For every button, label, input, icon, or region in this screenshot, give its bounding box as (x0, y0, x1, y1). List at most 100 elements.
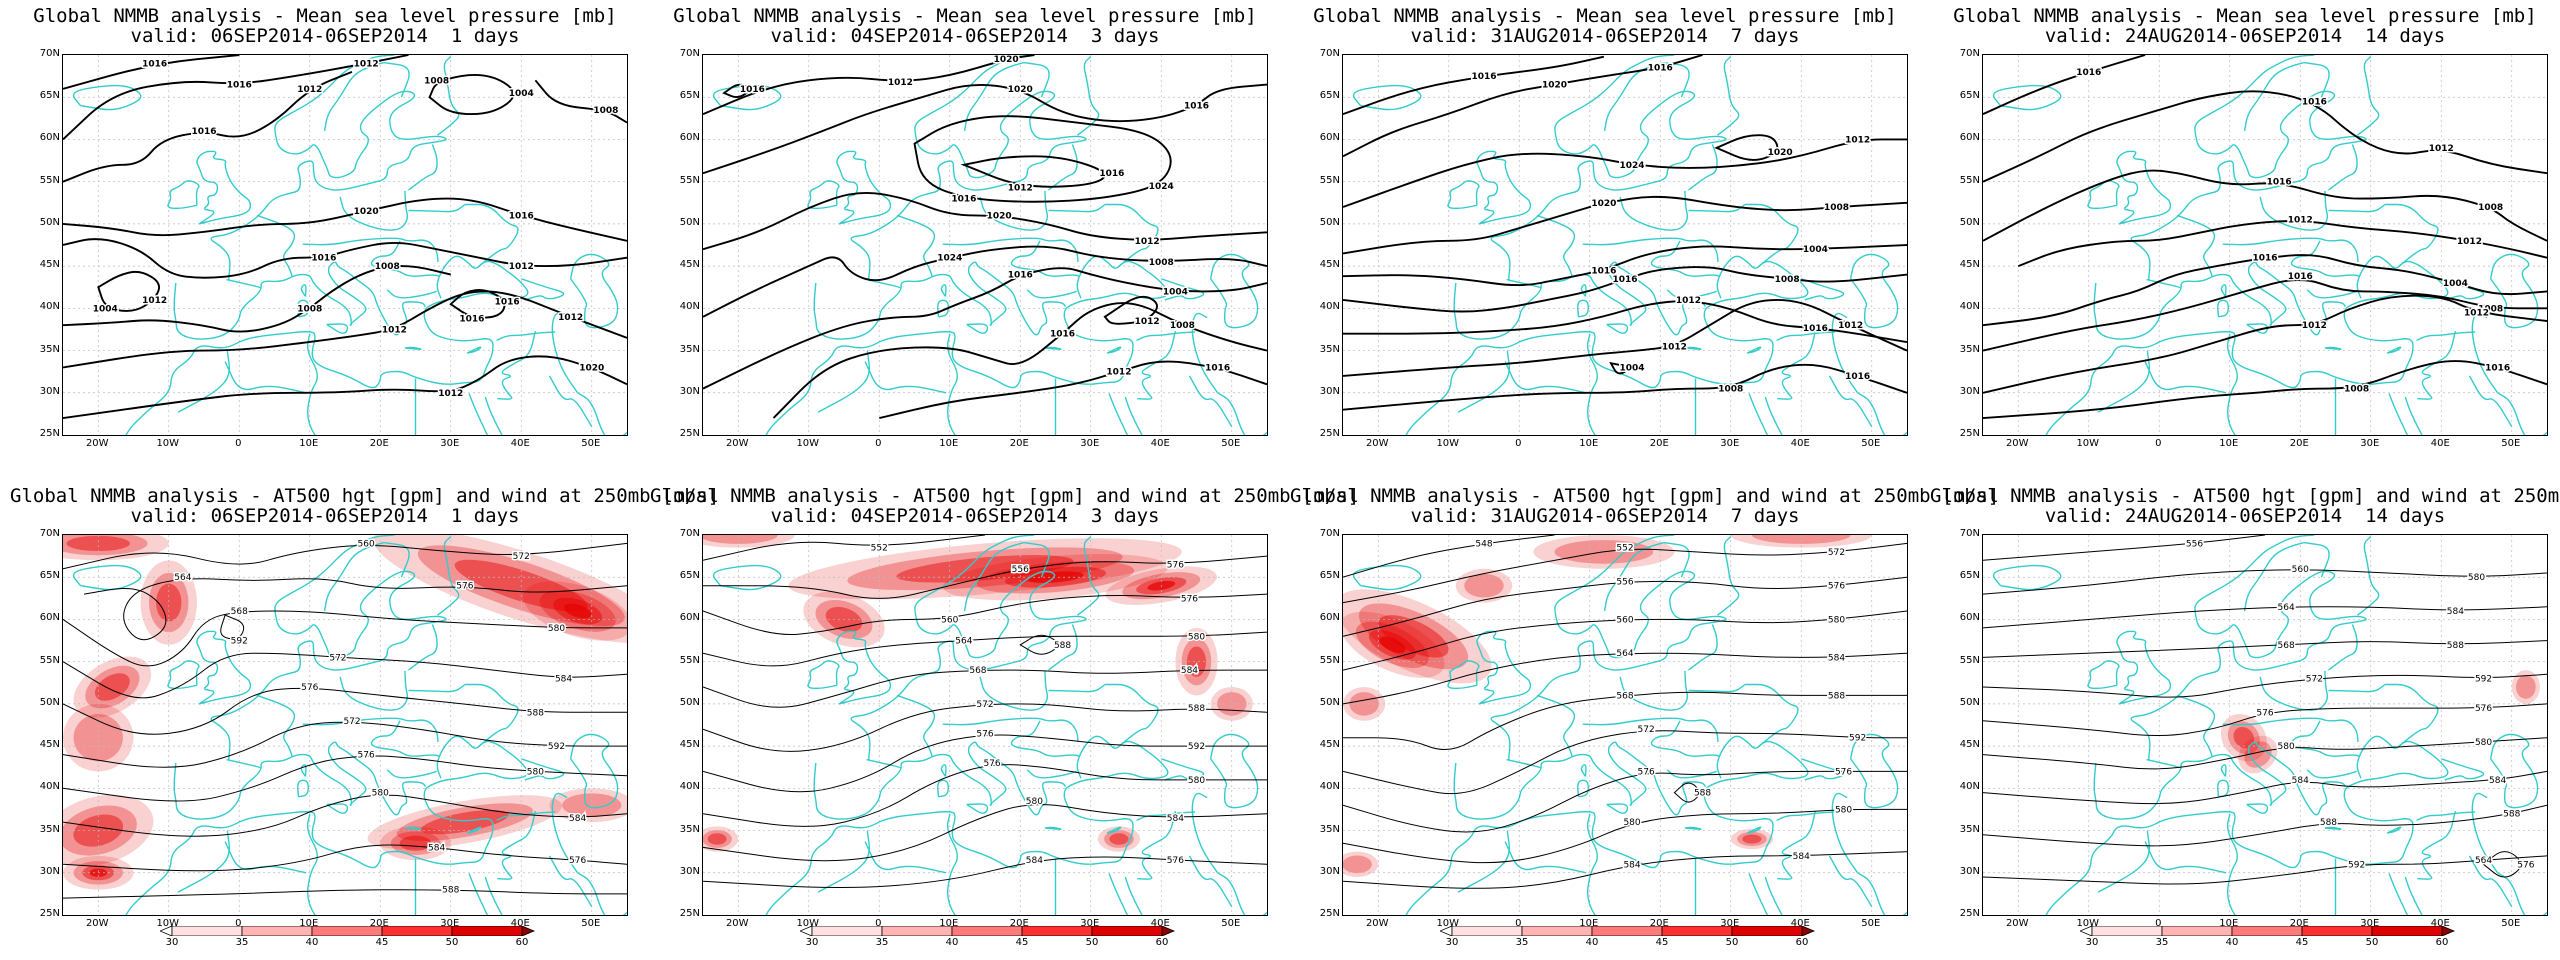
coastline (1104, 203, 1159, 267)
coastline (1776, 331, 1836, 342)
latitude-label: 35N (1319, 823, 1340, 835)
contour-label: 576 (301, 683, 318, 693)
wind-speed-shade (1751, 535, 1851, 544)
coastline (226, 758, 262, 769)
coastline (1688, 624, 1718, 671)
latitude-label: 25N (1959, 428, 1980, 439)
isobar-line (63, 355, 627, 420)
coastlines (1992, 535, 2547, 915)
longitude-label: 0 (235, 438, 242, 449)
isobar-line (2017, 220, 2547, 267)
coastline (2217, 299, 2230, 318)
coastline (408, 624, 438, 671)
coastline (2220, 284, 2227, 297)
longitude-label: 30E (2360, 918, 2380, 929)
contour-label: 1012 (2457, 237, 2482, 247)
contour-label: 568 (1616, 691, 1633, 701)
wind-speed-shade (1343, 851, 1379, 877)
contour-label: 1008 (593, 106, 618, 116)
coastline (408, 683, 466, 693)
coastline (2087, 180, 2120, 210)
height-contour-line (703, 555, 1267, 599)
coastline (2417, 810, 2457, 880)
coastline (2328, 683, 2386, 693)
coastline (306, 333, 318, 435)
isobar-line (63, 290, 627, 369)
contour-label: 564 (2278, 603, 2295, 613)
longitude-label: 0 (875, 918, 882, 929)
contour-label: 1016 (2288, 272, 2313, 282)
longitude-label: 10E (299, 918, 319, 929)
contour-label: 588 (527, 708, 544, 718)
colorbar-tick-label: 50 (2365, 937, 2379, 948)
coastline (817, 830, 870, 893)
height-contour-line (703, 703, 1267, 752)
contour-label: 1020 (987, 211, 1012, 221)
contour-label: 1016 (1591, 266, 1616, 276)
wind-speed-shade (703, 830, 732, 848)
wind-speed-colorbar (800, 926, 1176, 936)
latitude-label: 25N (1319, 908, 1340, 919)
contour-label: 1004 (2443, 279, 2468, 289)
latitude-label: 70N (1319, 528, 1340, 539)
latitude-label: 50N (39, 696, 60, 708)
map-svg: 548 552 556 560 564 568 572 576 580 584 588 572 576 5… (1343, 535, 1907, 915)
longitude-label: 10W (156, 918, 180, 929)
latitude-label: 65N (679, 570, 700, 582)
coastline (2116, 150, 2172, 225)
colorbar-tick-label: 60 (515, 937, 529, 948)
coastline (1108, 873, 1128, 915)
wind-speed-shade (63, 703, 134, 772)
coastline (1457, 830, 1510, 893)
wind-speed-shade (156, 583, 182, 622)
coastline (1536, 694, 1576, 757)
contour-label: 1024 (1620, 161, 1645, 171)
height-contour-line (703, 631, 1267, 667)
coastline (966, 803, 989, 814)
contour-label: 568 (969, 666, 986, 676)
coastline (496, 811, 556, 822)
longitude-label: 20E (1009, 438, 1029, 449)
coastline (577, 872, 627, 915)
contour-label: 1012 (1135, 237, 1160, 247)
coastline (979, 190, 1049, 231)
longitude-label: 30E (2360, 438, 2380, 449)
coastline (2226, 333, 2238, 435)
coastline (408, 144, 438, 191)
coastline (1504, 841, 1587, 874)
coastline (2130, 55, 2367, 280)
mslp-panel-1: Global NMMB analysis - Mean sea level pr… (10, 6, 640, 476)
contour-label: 576 (1828, 582, 1845, 592)
wind-speed-shade (2511, 670, 2540, 704)
isobar-line (960, 155, 1106, 188)
coastline (896, 694, 936, 757)
coastline (2388, 873, 2408, 915)
wind-speed-shade (140, 560, 197, 645)
isobar-line (1343, 244, 1907, 287)
map-svg: 556 560 564 568 572 576 580 584 588 592 576 580 584 5… (1983, 535, 2547, 915)
coastline (1023, 541, 1050, 578)
contour-label: 584 (1828, 653, 1845, 663)
coastline (1405, 735, 1809, 915)
coastline (1746, 346, 1762, 354)
coastline (1209, 253, 1259, 329)
longitude-label: 10E (2219, 438, 2239, 449)
coastline (497, 810, 537, 880)
coastline (1580, 764, 1587, 777)
coastline (125, 735, 529, 915)
wind-speed-shade (2238, 735, 2278, 774)
coastline (866, 758, 902, 769)
coastline (1476, 630, 1532, 705)
wind-speed-colorbar (160, 926, 536, 936)
coastline (712, 84, 782, 111)
contour-label: 548 (1475, 539, 1492, 549)
contour-label: 592 (548, 742, 565, 752)
isobar-line (1983, 254, 2547, 327)
coastline (1104, 683, 1159, 747)
latitude-label: 60N (1319, 612, 1340, 624)
latitude-label: 70N (679, 528, 700, 539)
height-wind-panel-2: Global NMMB analysis - AT500 hgt [gpm] a… (650, 486, 1359, 956)
contour-label: 1004 (509, 89, 534, 99)
contour-label: 1016 (1612, 275, 1637, 285)
longitude-label: 10E (939, 918, 959, 929)
